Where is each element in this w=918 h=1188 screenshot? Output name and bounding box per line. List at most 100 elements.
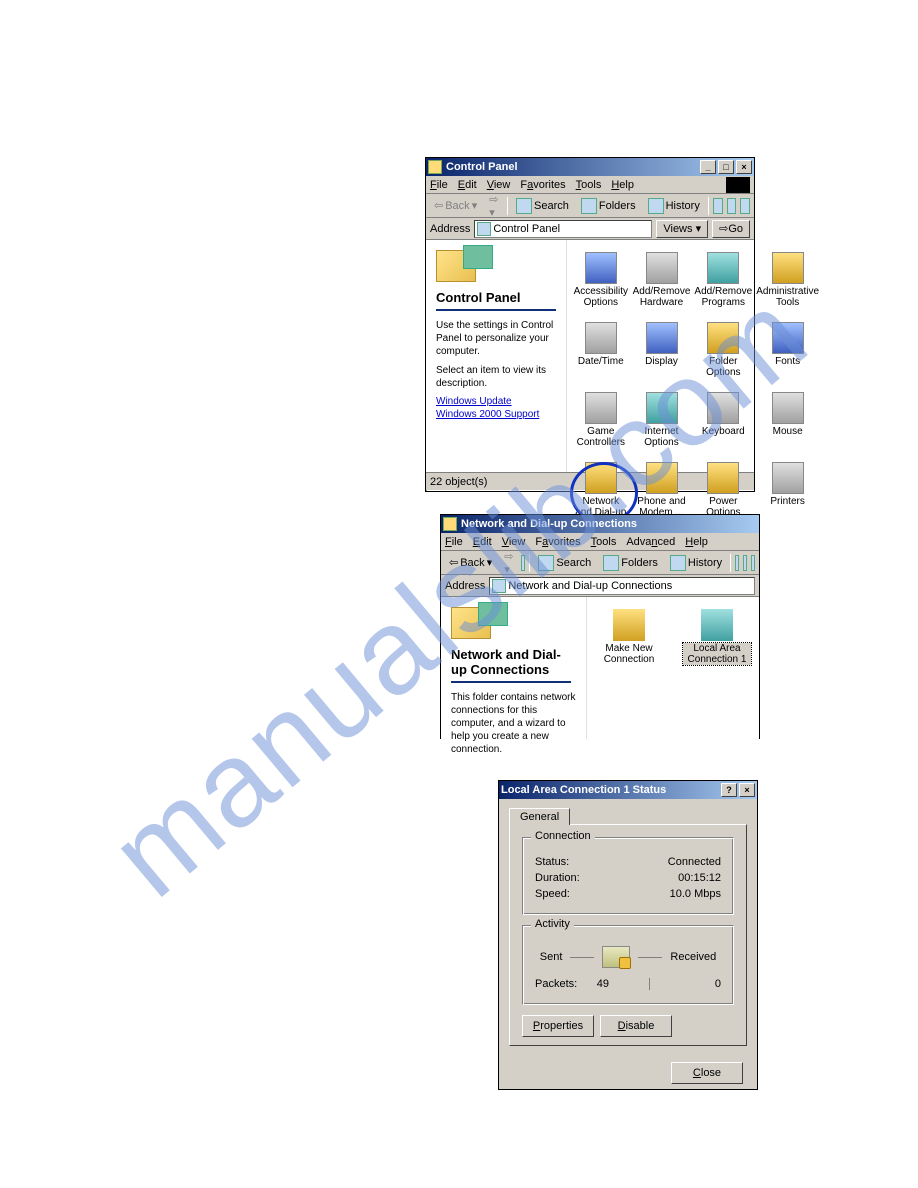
- search-button[interactable]: Search: [512, 196, 573, 216]
- menu-favorites[interactable]: Favorites: [520, 179, 565, 191]
- cpl-label: Administrative Tools: [756, 286, 819, 308]
- connection-item[interactable]: Local Area Connection 1: [683, 609, 751, 665]
- control-panel-icon: [436, 250, 476, 282]
- cpl-item[interactable]: Keyboard: [692, 388, 754, 458]
- history-icon: [648, 198, 664, 214]
- packets-received-value: 0: [670, 978, 721, 990]
- menu-tools[interactable]: Tools: [576, 179, 602, 191]
- menubar: File Edit View Favorites Tools Help: [426, 176, 754, 194]
- cpl-item[interactable]: Fonts: [754, 318, 821, 388]
- cpl-item[interactable]: Folder Options: [692, 318, 754, 388]
- cpl-item[interactable]: Accessibility Options: [571, 248, 631, 318]
- toolbar-extra-icon[interactable]: [727, 198, 737, 214]
- toolbar-extra-icon[interactable]: [751, 555, 755, 571]
- close-button[interactable]: ×: [739, 783, 755, 797]
- cpl-label: Display: [645, 356, 678, 367]
- folders-button[interactable]: Folders: [599, 553, 662, 573]
- cpl-label: Accessibility Options: [573, 286, 629, 308]
- cpl-item[interactable]: Administrative Tools: [754, 248, 821, 318]
- folders-icon: [603, 555, 619, 571]
- forward-button[interactable]: ⇨ ▾: [485, 191, 503, 221]
- cpl-item[interactable]: Internet Options: [631, 388, 693, 458]
- cpl-item[interactable]: Display: [631, 318, 693, 388]
- forward-button[interactable]: ⇨ ▾: [500, 548, 517, 578]
- search-icon: [516, 198, 532, 214]
- titlebar[interactable]: Local Area Connection 1 Status ? ×: [499, 781, 757, 799]
- address-label: Address: [430, 223, 470, 235]
- folder-icon: [477, 222, 491, 236]
- addressbar: Address Network and Dial-up Connections: [441, 575, 759, 597]
- menu-advanced[interactable]: Advanced: [626, 536, 675, 548]
- link-windows-update[interactable]: Windows Update: [436, 396, 556, 407]
- received-label: Received: [670, 951, 716, 963]
- tab-general[interactable]: General: [509, 808, 570, 825]
- cpl-item[interactable]: Add/Remove Hardware: [631, 248, 693, 318]
- side-desc: Use the settings in Control Panel to per…: [436, 319, 556, 358]
- menu-view[interactable]: View: [487, 179, 511, 191]
- history-button[interactable]: History: [644, 196, 704, 216]
- close-dialog-button[interactable]: Close: [671, 1062, 743, 1084]
- minimize-button[interactable]: _: [700, 160, 716, 174]
- cpl-label: Fonts: [775, 356, 800, 367]
- tab-page: Connection Status:Connected Duration:00:…: [509, 824, 747, 1046]
- menu-file[interactable]: File: [445, 536, 463, 548]
- menu-favorites[interactable]: Favorites: [535, 536, 580, 548]
- search-button[interactable]: Search: [534, 553, 595, 573]
- cpl-icon: [772, 252, 804, 284]
- cpl-icon: [707, 252, 739, 284]
- speed-value: 10.0 Mbps: [670, 888, 721, 900]
- address-input[interactable]: Control Panel: [474, 220, 652, 238]
- cpl-icon: [585, 392, 617, 424]
- menu-file[interactable]: File: [430, 179, 448, 191]
- connection-label: Local Area Connection 1: [683, 643, 751, 665]
- icon-view[interactable]: Make New Connection Local Area Connection…: [587, 597, 759, 739]
- back-button[interactable]: ⇦ Back ▾: [445, 554, 496, 571]
- cpl-label: Add/Remove Programs: [694, 286, 752, 308]
- up-icon[interactable]: [521, 555, 525, 571]
- icon-view[interactable]: Accessibility OptionsAdd/Remove Hardware…: [567, 240, 825, 472]
- cpl-item[interactable]: Printers: [754, 458, 821, 539]
- cpl-item[interactable]: Mouse: [754, 388, 821, 458]
- folders-button[interactable]: Folders: [577, 196, 640, 216]
- side-desc: This folder contains network connections…: [451, 691, 576, 756]
- link-win2000-support[interactable]: Windows 2000 Support: [436, 409, 556, 420]
- menu-view[interactable]: View: [502, 536, 526, 548]
- menu-tools[interactable]: Tools: [591, 536, 617, 548]
- status-label: Status:: [535, 856, 569, 868]
- dialog-title: Local Area Connection 1 Status: [501, 784, 666, 796]
- views-button[interactable]: Views ▾: [656, 220, 708, 238]
- disable-button[interactable]: Disable: [600, 1015, 672, 1037]
- maximize-button[interactable]: □: [718, 160, 734, 174]
- cpl-item[interactable]: Game Controllers: [571, 388, 631, 458]
- cpl-label: Date/Time: [578, 356, 624, 367]
- history-icon: [670, 555, 686, 571]
- toolbar-extra-icon[interactable]: [735, 555, 739, 571]
- side-pane: Control Panel Use the settings in Contro…: [426, 240, 567, 472]
- cpl-item[interactable]: Add/Remove Programs: [692, 248, 754, 318]
- menu-help[interactable]: Help: [611, 179, 634, 191]
- address-input[interactable]: Network and Dial-up Connections: [489, 577, 755, 595]
- toolbar-extra-icon[interactable]: [713, 198, 723, 214]
- titlebar[interactable]: Control Panel _ □ ×: [426, 158, 754, 176]
- cpl-icon: [707, 392, 739, 424]
- help-button[interactable]: ?: [721, 783, 737, 797]
- folder-icon: [492, 579, 506, 593]
- toolbar-extra-icon[interactable]: [743, 555, 747, 571]
- cpl-icon: [585, 462, 617, 494]
- cpl-item[interactable]: Date/Time: [571, 318, 631, 388]
- go-button[interactable]: ⇨Go: [712, 220, 750, 238]
- menu-help[interactable]: Help: [685, 536, 708, 548]
- toolbar-extra-icon[interactable]: [740, 198, 750, 214]
- side-title: Network and Dial-up Connections: [451, 647, 576, 677]
- side-desc: Select an item to view its description.: [436, 364, 556, 390]
- back-button[interactable]: ⇦ Back ▾: [430, 197, 481, 214]
- connection-label: Make New Connection: [595, 643, 663, 665]
- folders-icon: [581, 198, 597, 214]
- close-button[interactable]: ×: [736, 160, 752, 174]
- history-button[interactable]: History: [666, 553, 726, 573]
- connection-item[interactable]: Make New Connection: [595, 609, 663, 665]
- titlebar[interactable]: Network and Dial-up Connections: [441, 515, 759, 533]
- properties-button[interactable]: Properties: [522, 1015, 594, 1037]
- menu-edit[interactable]: Edit: [458, 179, 477, 191]
- menu-edit[interactable]: Edit: [473, 536, 492, 548]
